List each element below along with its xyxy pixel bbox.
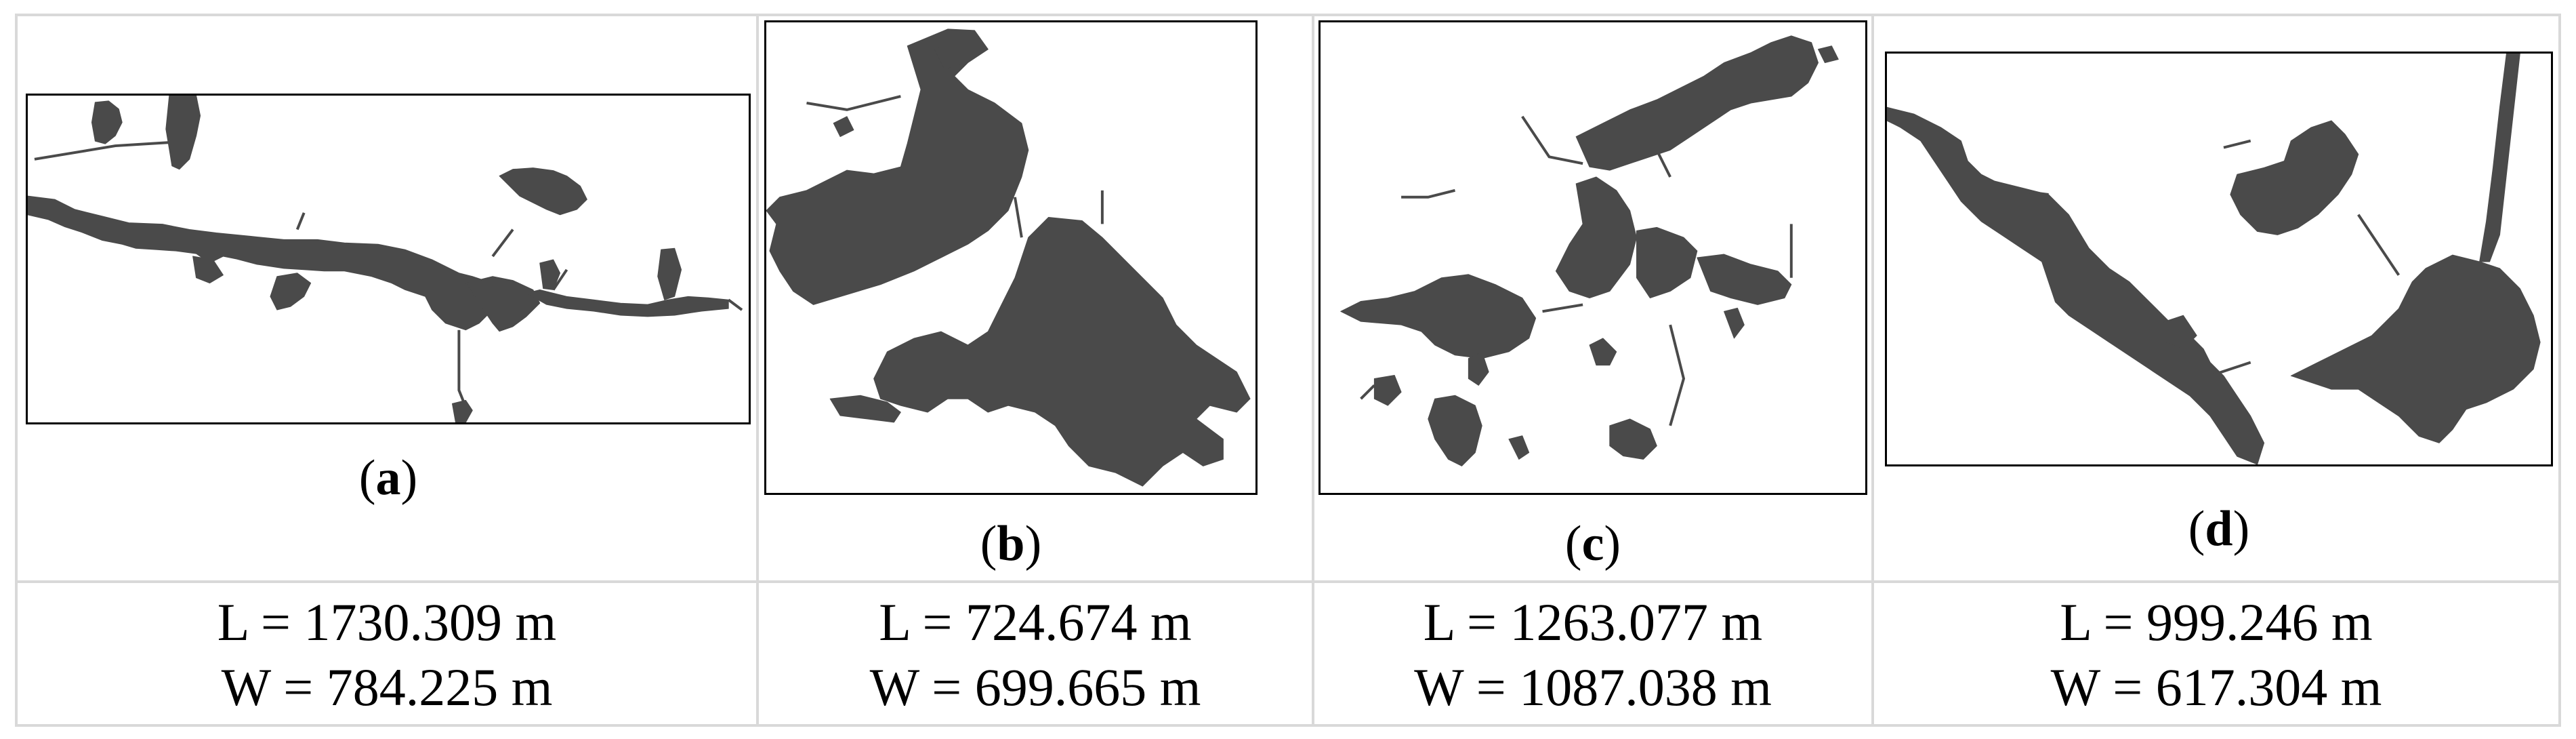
table-top-border	[15, 14, 2561, 16]
panel-c-measurements: L = 1263.077 m W = 1087.038 m	[1314, 590, 1871, 720]
panel-b-caption: (b)	[980, 516, 1042, 572]
panel-c-width: W = 1087.038 m	[1414, 658, 1772, 717]
panel-b-length: L = 724.674 m	[879, 593, 1192, 652]
table-divider-1	[756, 14, 759, 727]
panel-b-frame	[764, 20, 1258, 495]
panel-d-caption: (d)	[2188, 501, 2250, 557]
table-bottom-border	[15, 724, 2561, 727]
table-middle-border	[15, 580, 2561, 583]
panel-c-frame	[1318, 20, 1867, 495]
panel-a-label: a	[375, 450, 401, 506]
panel-b-width: W = 699.665 m	[869, 658, 1201, 717]
panel-a-measurements: L = 1730.309 m W = 784.225 m	[18, 590, 756, 720]
panel-d-frame	[1885, 52, 2553, 466]
panel-a-caption: (a)	[358, 450, 418, 506]
table-right-border	[2558, 14, 2561, 727]
panel-d-length: L = 999.246 m	[2060, 593, 2373, 652]
panel-d-shape	[1887, 54, 2541, 464]
panel-a-frame	[26, 94, 751, 424]
table-divider-2	[1312, 14, 1314, 727]
panel-b-label: b	[997, 516, 1025, 572]
panel-a-width: W = 784.225 m	[221, 658, 553, 717]
panel-a-shape	[28, 96, 743, 422]
panel-d-measurements: L = 999.246 m W = 617.304 m	[1874, 590, 2558, 720]
panel-d-width: W = 617.304 m	[2050, 658, 2382, 717]
panel-a-length: L = 1730.309 m	[217, 593, 557, 652]
panel-c-label: c	[1581, 516, 1604, 572]
panel-d-label: d	[2205, 501, 2233, 557]
panel-b-shape	[766, 28, 1251, 487]
table-divider-3	[1871, 14, 1874, 727]
panel-b-measurements: L = 724.674 m W = 699.665 m	[759, 590, 1312, 720]
panel-c-length: L = 1263.077 m	[1423, 593, 1763, 652]
table-left-border	[15, 14, 18, 727]
panel-c-caption: (c)	[1564, 516, 1621, 572]
panel-c-shape	[1340, 35, 1839, 466]
